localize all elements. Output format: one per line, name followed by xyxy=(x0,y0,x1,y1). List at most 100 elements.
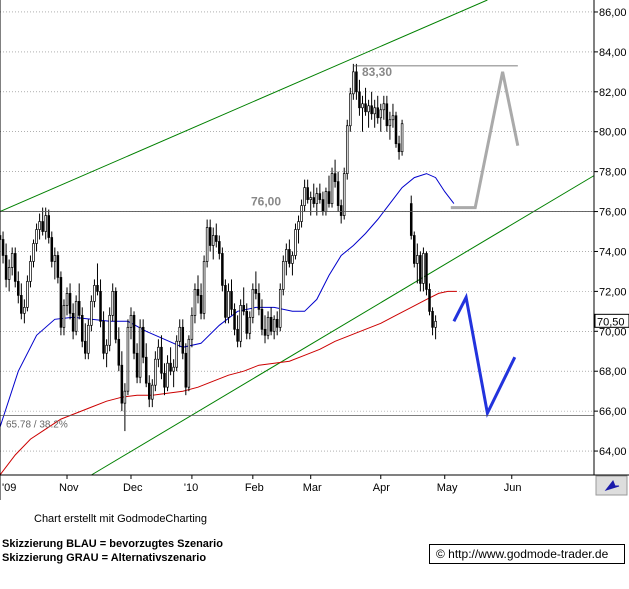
candle-body xyxy=(169,362,172,372)
candle xyxy=(175,335,178,372)
candle xyxy=(74,295,78,336)
candle-body xyxy=(303,187,306,206)
candle xyxy=(248,311,252,340)
candle xyxy=(388,111,392,140)
candle-body xyxy=(297,221,300,230)
candle xyxy=(242,287,245,316)
candle xyxy=(208,219,212,252)
candle xyxy=(129,307,133,340)
candle-body xyxy=(175,340,178,368)
y-tick-label: 70,00 xyxy=(599,326,627,338)
candle-body xyxy=(227,291,230,318)
candle xyxy=(68,283,72,320)
cursor-arrow-button[interactable] xyxy=(595,475,628,496)
candle-body xyxy=(68,293,72,314)
candle xyxy=(7,259,11,292)
candle-body xyxy=(120,364,124,404)
candle-body xyxy=(318,193,322,200)
candle-body xyxy=(166,362,169,388)
candle-body xyxy=(99,291,102,322)
x-tick-label: Nov xyxy=(59,482,79,494)
y-tick-label: 76,00 xyxy=(599,207,627,219)
candle-body xyxy=(275,318,279,328)
candle-body xyxy=(205,227,209,262)
candle xyxy=(13,247,17,288)
candle-body xyxy=(269,316,273,332)
trend-lines xyxy=(0,0,595,476)
candle xyxy=(102,311,105,360)
candle xyxy=(428,283,431,316)
y-tick-label: 80,00 xyxy=(599,127,627,139)
candle xyxy=(349,87,352,132)
candle xyxy=(382,95,386,120)
candle-body xyxy=(388,119,392,127)
x-tick-label: May xyxy=(437,482,458,494)
candle-body xyxy=(260,308,264,330)
candle xyxy=(431,307,434,336)
candle-body xyxy=(23,307,26,314)
y-axis: 86,00 84,00 82,00 80,00 78,00 76,00 74,00 72,00… xyxy=(594,7,627,458)
candle xyxy=(327,175,331,208)
candle xyxy=(35,223,38,252)
candle xyxy=(370,91,373,120)
candle xyxy=(32,239,35,268)
candle xyxy=(251,283,255,324)
candle-body xyxy=(315,193,319,204)
legend-blue: Skizzierung BLAU = bevorzugtes Szenario xyxy=(2,538,223,550)
candle-body xyxy=(428,289,431,312)
candle xyxy=(275,311,279,336)
candle xyxy=(266,311,270,340)
candle-body xyxy=(154,358,157,386)
x-tick-label: Mar xyxy=(303,482,322,494)
candle-body xyxy=(254,289,258,294)
candle xyxy=(117,327,121,372)
candle-body xyxy=(90,301,93,326)
y-tick-label: 64,00 xyxy=(599,446,627,458)
candle-body xyxy=(339,205,343,216)
candle xyxy=(96,263,99,296)
candle-body xyxy=(330,173,334,204)
candle-body xyxy=(358,91,361,109)
candle-body xyxy=(242,305,245,312)
candle-body xyxy=(278,289,282,328)
candle xyxy=(187,335,191,392)
candle-body xyxy=(111,291,114,316)
candle-body xyxy=(431,310,434,328)
copyright-link[interactable]: © http://www.godmode-trader.de xyxy=(429,544,625,564)
candle-body xyxy=(221,253,224,286)
level-label: 83,30 xyxy=(362,65,392,79)
candles xyxy=(0,63,437,432)
candle xyxy=(367,99,370,128)
candle-body xyxy=(32,243,35,262)
candle-body xyxy=(397,143,401,153)
candle xyxy=(254,271,258,300)
candle-body xyxy=(132,314,136,354)
candle-body xyxy=(157,346,160,360)
x-tick-label: Dec xyxy=(123,482,143,494)
candle xyxy=(352,63,355,100)
candle xyxy=(333,159,337,188)
candle-body xyxy=(53,255,57,262)
candle xyxy=(391,103,395,128)
candle xyxy=(178,319,181,348)
candle xyxy=(294,223,297,260)
candle xyxy=(315,187,319,216)
y-tick-label: 66,00 xyxy=(599,406,627,418)
candle-body xyxy=(17,281,20,296)
candle-body xyxy=(211,235,215,246)
candle-body xyxy=(263,328,267,336)
candle-body xyxy=(391,115,395,121)
candle-body xyxy=(26,281,29,308)
candle-body xyxy=(117,338,121,366)
candle-body xyxy=(327,191,331,204)
candle xyxy=(105,339,108,368)
scenarios xyxy=(450,71,520,418)
candle xyxy=(373,99,376,128)
candle-body xyxy=(245,310,249,334)
candle xyxy=(141,319,145,364)
y-tick-label: 82,00 xyxy=(599,87,627,99)
candle xyxy=(93,279,96,308)
candle-body xyxy=(102,320,105,354)
candle-body xyxy=(7,267,11,280)
candle xyxy=(166,355,169,392)
